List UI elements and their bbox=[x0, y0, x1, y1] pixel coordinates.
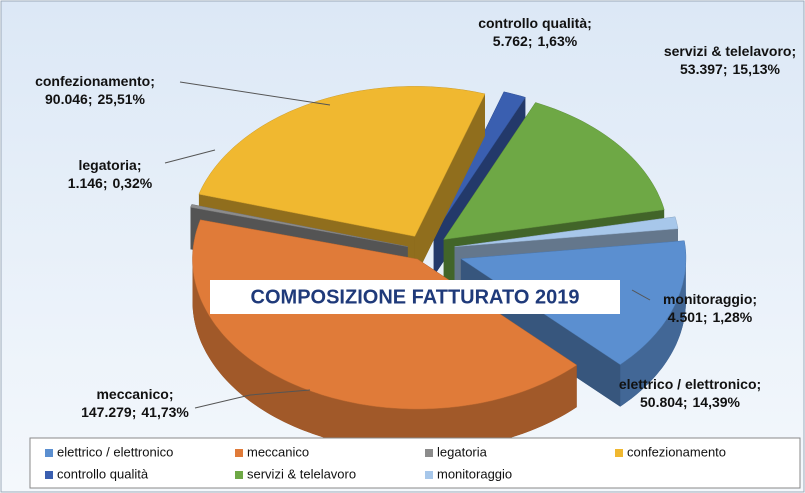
legend-label: monitoraggio bbox=[437, 466, 512, 481]
title-box bbox=[210, 280, 620, 314]
data-labels: elettrico / elettronico;50.804; 14,39%mec… bbox=[35, 15, 796, 420]
legend-swatch bbox=[615, 449, 623, 457]
data-label-name: confezionamento; bbox=[35, 73, 155, 89]
separator: ; bbox=[150, 73, 155, 89]
separator: ; bbox=[791, 43, 796, 59]
data-label-value: 53.397; 15,13% bbox=[680, 61, 781, 77]
data-label-name: legatoria; bbox=[78, 157, 141, 173]
separator: ; bbox=[587, 15, 592, 31]
data-label-name: monitoraggio; bbox=[663, 291, 757, 307]
value-label: 4.501 bbox=[668, 309, 703, 325]
category-name: meccanico bbox=[96, 386, 168, 402]
legend-label: servizi & telelavoro bbox=[247, 466, 356, 481]
data-label-value: 90.046; 25,51% bbox=[45, 91, 146, 107]
value-label: 50.804 bbox=[640, 394, 683, 410]
category-name: legatoria bbox=[78, 157, 137, 173]
data-label-name: servizi & telelavoro; bbox=[664, 43, 796, 59]
legend-label: elettrico / elettronico bbox=[57, 444, 173, 459]
data-label-value: 1.146; 0,32% bbox=[68, 175, 153, 191]
value-label: 1.146 bbox=[68, 175, 103, 191]
legend-swatch bbox=[45, 471, 53, 479]
separator: ; bbox=[752, 291, 757, 307]
legend-swatch bbox=[425, 449, 433, 457]
value-label: 53.397 bbox=[680, 61, 723, 77]
value-label: 90.046 bbox=[45, 91, 88, 107]
category-name: confezionamento bbox=[35, 73, 150, 89]
legend-label: legatoria bbox=[437, 444, 488, 459]
slice-top bbox=[443, 102, 665, 240]
data-label-value: 50.804; 14,39% bbox=[640, 394, 741, 410]
slice-top bbox=[198, 86, 486, 237]
category-name: monitoraggio bbox=[663, 291, 752, 307]
separator: ; bbox=[169, 386, 174, 402]
separator: ; bbox=[88, 91, 93, 107]
slice-top bbox=[192, 219, 578, 410]
percent-label: 25,51% bbox=[98, 91, 146, 107]
data-label-name: elettrico / elettronico; bbox=[619, 376, 761, 392]
legend-box bbox=[29, 437, 801, 489]
value-label: 5.762 bbox=[493, 33, 528, 49]
leader-line bbox=[631, 289, 651, 301]
separator: ; bbox=[528, 33, 533, 49]
separator: ; bbox=[137, 157, 142, 173]
data-label-value: 5.762; 1,63% bbox=[493, 33, 578, 49]
legend-swatch bbox=[235, 471, 243, 479]
category-name: servizi & telelavoro bbox=[664, 43, 792, 59]
percent-label: 1,28% bbox=[713, 309, 753, 325]
separator: ; bbox=[723, 61, 728, 77]
legend-swatch bbox=[235, 449, 243, 457]
separator: ; bbox=[132, 404, 137, 420]
category-name: elettrico / elettronico bbox=[619, 376, 757, 392]
percent-label: 14,39% bbox=[693, 394, 741, 410]
chart-title: COMPOSIZIONE FATTURATO 2019 bbox=[251, 286, 580, 308]
percent-label: 0,32% bbox=[113, 175, 153, 191]
category-name: controllo qualità bbox=[478, 15, 587, 31]
leader-line bbox=[179, 81, 331, 106]
separator: ; bbox=[683, 394, 688, 410]
value-label: 147.279 bbox=[81, 404, 132, 420]
data-label-value: 147.279; 41,73% bbox=[81, 404, 189, 420]
slice-side bbox=[414, 93, 485, 279]
percent-label: 15,13% bbox=[733, 61, 781, 77]
separator: ; bbox=[103, 175, 108, 191]
legend-swatch bbox=[45, 449, 53, 457]
slice-top bbox=[190, 204, 408, 247]
pie bbox=[190, 86, 687, 452]
legend-swatch bbox=[425, 471, 433, 479]
leader-line bbox=[194, 389, 311, 409]
data-label-name: controllo qualità; bbox=[478, 15, 592, 31]
separator: ; bbox=[703, 309, 708, 325]
legend: elettrico / elettronico meccanico legatori… bbox=[45, 444, 726, 481]
legend-label: confezionamento bbox=[627, 444, 726, 459]
slice-top bbox=[454, 216, 679, 247]
data-label-name: meccanico; bbox=[96, 386, 173, 402]
slice-wall bbox=[620, 258, 686, 407]
legend-label: meccanico bbox=[247, 444, 309, 459]
leader-line bbox=[164, 149, 216, 164]
percent-label: 41,73% bbox=[141, 404, 189, 420]
data-label-value: 4.501; 1,28% bbox=[668, 309, 753, 325]
percent-label: 1,63% bbox=[538, 33, 578, 49]
separator: ; bbox=[757, 376, 762, 392]
slice-top bbox=[433, 91, 526, 235]
legend-label: controllo qualità bbox=[57, 466, 149, 481]
